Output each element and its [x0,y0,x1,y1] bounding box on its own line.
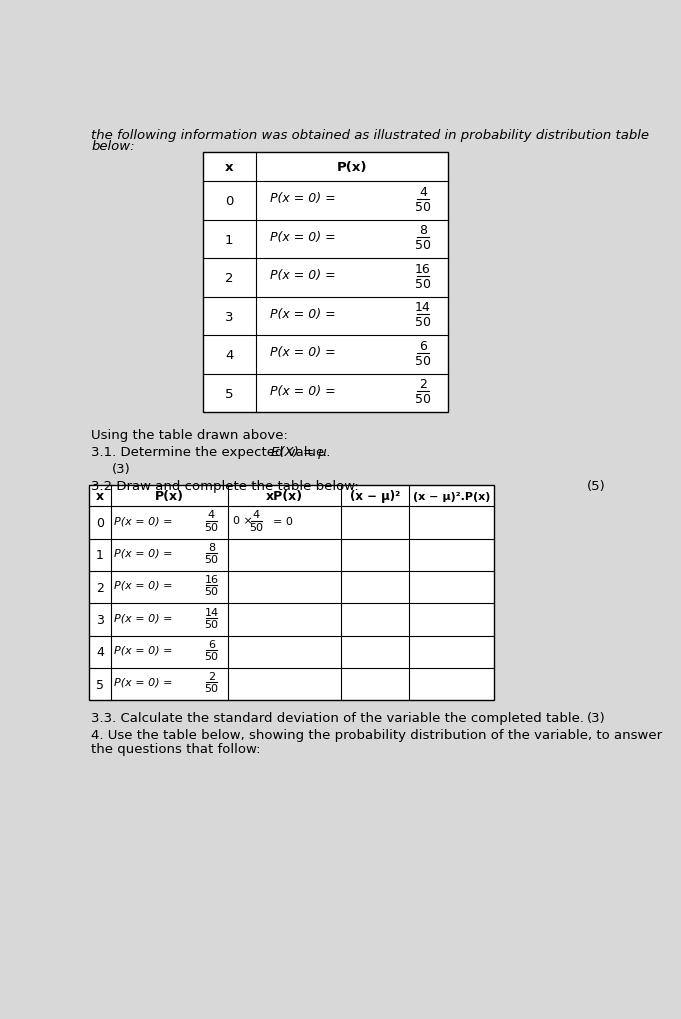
Text: 4. Use the table below, showing the probability distribution of the variable, to: 4. Use the table below, showing the prob… [91,729,663,742]
Text: below:: below: [91,140,135,153]
Text: P(x = 0) =: P(x = 0) = [270,269,339,282]
Text: (x − μ)².P(x): (x − μ)².P(x) [413,491,490,501]
Text: 1: 1 [96,549,104,561]
Text: P(x = 0) =: P(x = 0) = [114,678,172,687]
Text: 3: 3 [225,311,234,323]
Text: 4: 4 [225,348,234,362]
Text: 50: 50 [204,587,219,597]
Text: 2: 2 [419,378,427,390]
Text: 16: 16 [415,262,431,275]
Text: P(x = 0) =: P(x = 0) = [114,516,172,526]
Text: P(x = 0) =: P(x = 0) = [270,192,339,205]
Text: 50: 50 [415,393,431,406]
Text: E(X) = μ.: E(X) = μ. [271,445,331,459]
Text: P(x = 0) =: P(x = 0) = [114,645,172,655]
Text: 5: 5 [225,387,234,400]
Text: x: x [96,490,104,502]
Text: (5): (5) [587,479,606,492]
Text: P(x): P(x) [336,161,367,174]
Text: 5: 5 [96,678,104,691]
Text: 50: 50 [204,620,219,629]
Text: P(x): P(x) [155,490,184,502]
Text: 14: 14 [415,301,431,314]
Text: P(x = 0) =: P(x = 0) = [270,384,339,397]
Text: P(x = 0) =: P(x = 0) = [114,548,172,558]
Text: 2: 2 [225,272,234,285]
Text: 0: 0 [225,195,234,208]
Text: 50: 50 [204,651,219,661]
Text: 3: 3 [96,613,104,627]
Text: P(x = 0) =: P(x = 0) = [114,612,172,623]
Text: (x − μ)²: (x − μ)² [350,490,400,502]
Text: 8: 8 [208,542,215,552]
Text: Using the table drawn above:: Using the table drawn above: [91,428,288,441]
Text: 3.3. Calculate the standard deviation of the variable the completed table.: 3.3. Calculate the standard deviation of… [91,711,584,725]
Text: 6: 6 [208,639,215,649]
Text: P(x = 0) =: P(x = 0) = [270,230,339,244]
Text: 50: 50 [415,277,431,290]
Text: xP(x): xP(x) [266,490,303,502]
Text: 50: 50 [204,523,219,532]
Text: 50: 50 [415,355,431,368]
Text: 2: 2 [96,581,104,594]
Text: 6: 6 [419,339,427,353]
Text: 0: 0 [96,517,104,530]
Text: the following information was obtained as illustrated in probability distributio: the following information was obtained a… [91,128,649,142]
Text: 1: 1 [225,233,234,247]
Text: 50: 50 [415,239,431,252]
Text: 50: 50 [204,684,219,694]
Text: 50: 50 [204,554,219,565]
Text: P(x = 0) =: P(x = 0) = [114,581,172,590]
Text: 50: 50 [415,201,431,214]
Text: the questions that follow:: the questions that follow: [91,742,261,755]
Text: 3.1. Determine the expected value: 3.1. Determine the expected value [91,445,325,459]
Text: 0 ×: 0 × [233,516,253,526]
Bar [89,485,494,701]
Text: 50: 50 [415,316,431,329]
Text: 14: 14 [204,607,219,616]
Text: P(x = 0) =: P(x = 0) = [270,308,339,320]
Text: 8: 8 [419,224,427,236]
Bar [203,153,448,413]
Text: 3.2 Draw and complete the table below:: 3.2 Draw and complete the table below: [91,479,359,492]
Text: 16: 16 [204,575,219,585]
Text: 4: 4 [208,510,215,520]
Text: 4: 4 [419,185,427,199]
Text: 4: 4 [96,646,104,658]
Text: 2: 2 [208,672,215,682]
Text: 4: 4 [253,510,260,520]
Text: x: x [225,161,234,174]
Text: = 0: = 0 [274,517,294,527]
Text: (3): (3) [587,711,606,725]
Text: 50: 50 [249,523,264,532]
Text: P(x = 0) =: P(x = 0) = [270,345,339,359]
Text: (3): (3) [112,463,131,475]
